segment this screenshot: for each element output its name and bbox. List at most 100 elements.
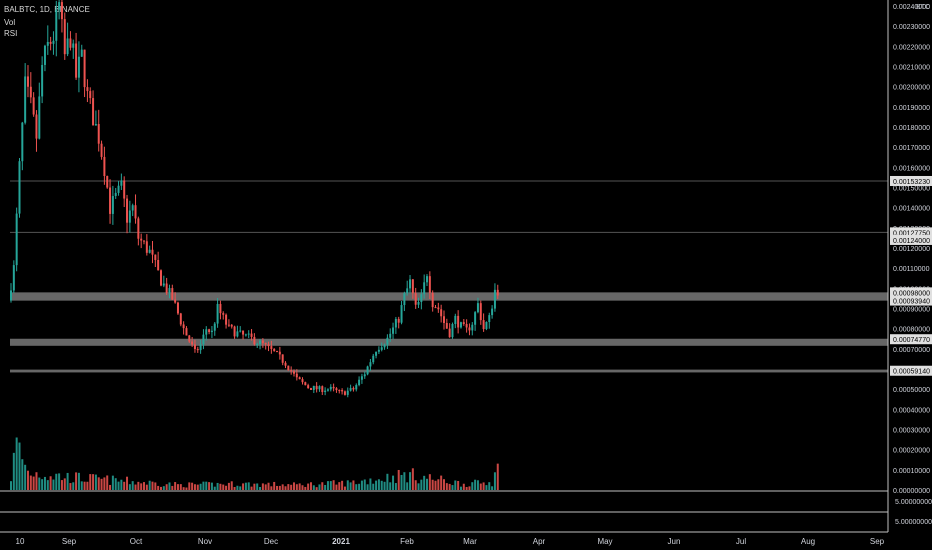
volume-bar [434, 480, 437, 490]
volume-bar [479, 483, 482, 490]
candle-body [69, 38, 72, 48]
rsi-label: RSI [4, 29, 18, 38]
candle-body [143, 240, 146, 242]
x-tick-label: 2021 [332, 537, 350, 546]
volume-bar [165, 484, 168, 490]
candle-body [261, 340, 264, 344]
volume-bar [97, 477, 100, 490]
candle-body [12, 265, 15, 291]
candle-body [324, 390, 327, 392]
candle-body [332, 386, 335, 389]
candle-body [35, 114, 38, 139]
y-tick-label: 0.00020000 [893, 448, 930, 455]
volume-bar [94, 474, 97, 490]
candle-body [389, 333, 392, 338]
volume-bar [227, 482, 230, 490]
candle-body [358, 379, 361, 386]
level-price-box [890, 234, 932, 245]
volume-bar [431, 479, 434, 490]
volume-bar [324, 484, 327, 490]
volume-bar [128, 484, 131, 490]
candle-body [346, 390, 349, 395]
candle-body [349, 387, 352, 391]
volume-bar [162, 486, 165, 490]
candle-body [202, 334, 205, 345]
volume-bar [423, 475, 426, 490]
candle-body [394, 318, 397, 328]
volume-bar [448, 483, 451, 490]
volume-bar [60, 480, 63, 490]
volume-bar [154, 482, 157, 490]
volume-bar [38, 477, 41, 490]
volume-bar [83, 481, 86, 490]
symbol-title: BALBTC, 1D, BINANCE [4, 5, 90, 14]
candle-body [191, 341, 194, 345]
y-tick-label: 0.00180000 [893, 125, 930, 132]
volume-bar [417, 483, 420, 490]
volume-bar [140, 483, 143, 490]
candle-body [162, 283, 165, 286]
volume-bar [24, 464, 27, 490]
volume-bar [491, 486, 494, 490]
y-tick-label: 0.00160000 [893, 165, 930, 172]
candle-body [414, 293, 417, 305]
candle-body [32, 97, 35, 115]
y-tick-label: 0.00090000 [893, 307, 930, 314]
candle-body [426, 276, 429, 283]
x-tick-label: Aug [801, 537, 815, 546]
volume-bar [21, 459, 24, 490]
candle-body [120, 180, 123, 186]
volume-bar [46, 480, 49, 490]
candle-body [106, 175, 109, 188]
y-tick-label: 0.00000000 [893, 488, 930, 495]
x-tick-label: Jul [736, 537, 746, 546]
volume-axis-label: 5.00000000 [895, 519, 932, 526]
volume-bar [10, 481, 12, 490]
volume-bar [80, 481, 83, 490]
candle-body [338, 390, 341, 392]
candle-body [193, 344, 196, 350]
volume-bar [182, 487, 185, 490]
volume-bar [168, 482, 171, 490]
volume-bar [15, 437, 18, 490]
level-price-label: 0.00127750 [893, 230, 930, 237]
volume-bar [205, 481, 208, 490]
candle-body [479, 303, 482, 321]
volume-bar [284, 486, 287, 490]
candle-body [403, 293, 406, 306]
candle-body [293, 371, 295, 374]
x-tick-label: Dec [264, 537, 278, 546]
volume-bar [176, 484, 179, 490]
volume-bar [114, 478, 117, 490]
candle-body [273, 348, 276, 352]
volume-bar [216, 482, 219, 490]
candle-body [239, 330, 242, 332]
candle-body [366, 366, 369, 375]
volume-bar [437, 479, 440, 490]
level-price-box [890, 175, 932, 186]
volume-bar [290, 484, 293, 490]
candle-body [15, 213, 18, 266]
level-price-label: 0.00093940 [893, 299, 930, 306]
candle-body [145, 241, 148, 253]
volume-bar [397, 469, 400, 490]
candle-body [295, 373, 298, 378]
candle-body [55, 9, 58, 41]
volume-bar [454, 480, 457, 490]
volume-bar [278, 485, 281, 490]
candle-body [392, 327, 395, 334]
volume-bar [75, 472, 78, 490]
candle-body [92, 98, 95, 126]
candle-body [448, 328, 451, 338]
level-price-box [890, 287, 932, 298]
candle-body [208, 329, 211, 333]
candle-body [465, 323, 468, 328]
volume-bar [236, 485, 239, 490]
candle-body [442, 316, 445, 323]
candle-body [360, 376, 363, 380]
candle-body [307, 385, 310, 389]
candle-body [431, 292, 434, 308]
level-price-label: 0.00124000 [893, 238, 930, 245]
x-tick-label: Apr [533, 537, 546, 546]
